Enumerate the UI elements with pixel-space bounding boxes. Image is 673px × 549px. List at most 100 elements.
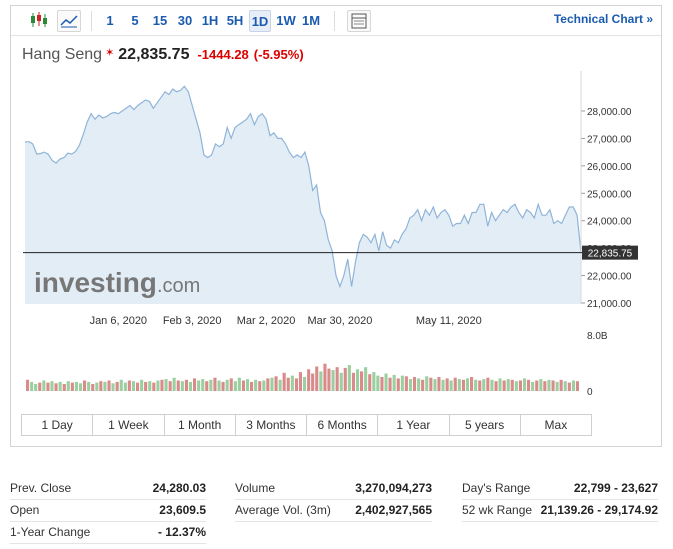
- stat-volume: Volume 3,270,094,273: [235, 478, 432, 500]
- stat-label: Volume: [235, 481, 276, 495]
- volume-bar: [103, 381, 107, 391]
- volume-bar: [518, 380, 522, 391]
- volume-bar: [225, 379, 229, 391]
- volume-bar: [70, 382, 74, 391]
- volume-bar: [339, 372, 343, 391]
- volume-bar: [445, 378, 449, 391]
- volume-bar: [172, 377, 176, 391]
- volume-bar: [119, 379, 123, 391]
- y-tick-label: 26,000.00: [587, 162, 632, 173]
- interval-1m[interactable]: 1M: [301, 13, 321, 28]
- volume-bar: [180, 381, 184, 391]
- volume-bar: [364, 367, 368, 391]
- volume-bar: [99, 381, 103, 391]
- table-icon[interactable]: [347, 10, 371, 32]
- x-tick-label: Mar 2, 2020: [237, 315, 296, 327]
- volume-bar: [368, 374, 372, 391]
- investing-watermark: investing .com: [34, 267, 200, 298]
- interval-1w[interactable]: 1W: [276, 13, 296, 28]
- interval-30[interactable]: 30: [177, 13, 193, 28]
- volume-bar: [79, 383, 83, 391]
- volume-bar: [335, 367, 339, 391]
- volume-bar: [107, 380, 111, 391]
- range-button-5-years[interactable]: 5 years: [449, 415, 521, 435]
- volume-bar: [307, 369, 311, 391]
- volume-bar: [494, 381, 498, 391]
- volume-bar: [510, 379, 514, 391]
- y-tick-label: 22,000.00: [587, 272, 632, 283]
- interval-5h[interactable]: 5H: [226, 13, 244, 28]
- range-selector: 1 Day 1 Week 1 Month 3 Months 6 Months 1 Year…: [21, 414, 592, 436]
- volume-bar: [274, 376, 278, 391]
- volume-bar: [400, 375, 404, 391]
- volume-bar: [323, 363, 327, 391]
- volume-bar: [294, 378, 298, 391]
- volume-bar: [148, 381, 152, 391]
- range-button-1-year[interactable]: 1 Year: [378, 415, 450, 435]
- volume-bar: [46, 382, 50, 391]
- price-chart[interactable]: investing .com 21,000.0022,000.0023,000.…: [11, 6, 661, 411]
- volume-bar: [209, 379, 213, 391]
- volume-bar: [184, 379, 188, 391]
- volume-bar: [531, 381, 535, 391]
- range-button-6-months[interactable]: 6 Months: [307, 415, 379, 435]
- volume-bar: [250, 381, 254, 391]
- range-button-max[interactable]: Max: [520, 415, 591, 435]
- stat-value: 22,799 - 23,627: [573, 481, 658, 495]
- volume-bar: [144, 381, 148, 391]
- y-axis: 21,000.0022,000.0023,000.0024,000.0025,0…: [580, 71, 632, 310]
- volume-bar: [298, 372, 302, 391]
- volume-bar: [421, 379, 425, 391]
- candlestick-icon[interactable]: [28, 10, 52, 32]
- range-button-3-months[interactable]: 3 Months: [235, 415, 307, 435]
- interval-5[interactable]: 5: [131, 13, 139, 28]
- interval-15[interactable]: 15: [152, 13, 168, 28]
- volume-bar: [425, 376, 429, 391]
- volume-max-label: 8.0B: [587, 331, 608, 342]
- interval-1h[interactable]: 1H: [201, 13, 219, 28]
- interval-1d[interactable]: 1D: [249, 10, 271, 32]
- volume-bar: [123, 382, 127, 391]
- volume-bar: [217, 380, 221, 391]
- volume-bar: [514, 381, 518, 391]
- volume-bar: [567, 382, 571, 391]
- stat-prev-close: Prev. Close 24,280.03: [10, 478, 206, 500]
- range-button-1-month[interactable]: 1 Month: [164, 415, 236, 435]
- volume-bar: [559, 379, 563, 391]
- y-tick-label: 27,000.00: [587, 134, 632, 145]
- volume-bar: [449, 380, 453, 391]
- volume-bar: [490, 379, 494, 391]
- volume-bar: [164, 379, 168, 391]
- technical-chart-link[interactable]: Technical Chart »: [553, 12, 653, 26]
- toolbar-divider: [334, 11, 335, 31]
- volume-bar: [384, 373, 388, 391]
- volume-bar: [461, 379, 465, 391]
- x-tick-label: May 11, 2020: [416, 315, 482, 327]
- volume-bar: [404, 376, 408, 391]
- range-button-1-week[interactable]: 1 Week: [93, 415, 165, 435]
- y-tick-label: 24,000.00: [587, 217, 632, 228]
- volume-bar: [571, 380, 575, 391]
- volume-bar: [343, 367, 347, 391]
- interval-1[interactable]: 1: [106, 13, 114, 28]
- volume-bar: [229, 378, 233, 391]
- x-tick-label: Jan 6, 2020: [90, 315, 148, 327]
- price-change-percent: (-5.95%): [253, 47, 304, 62]
- y-tick-label: 28,000.00: [587, 107, 632, 118]
- volume-bar: [50, 381, 54, 391]
- volume-bar: [429, 377, 433, 391]
- volume-bar: [388, 377, 392, 391]
- stat-average-volume: Average Vol. (3m) 2,402,927,565: [235, 500, 432, 522]
- volume-bar: [282, 372, 286, 391]
- range-button-1-day[interactable]: 1 Day: [22, 415, 94, 435]
- stat-1-year-change: 1-Year Change - 12.37%: [10, 522, 206, 544]
- volume-bar: [221, 381, 225, 391]
- volume-bar: [26, 379, 30, 391]
- stat-value: 2,402,927,565: [355, 503, 432, 517]
- area-chart-icon[interactable]: [57, 10, 81, 32]
- volume-bar: [62, 384, 66, 391]
- stat-value: 3,270,094,273: [355, 481, 432, 495]
- volume-bar: [58, 381, 62, 391]
- volume-bar: [408, 379, 412, 391]
- watermark-suffix: .com: [157, 275, 200, 297]
